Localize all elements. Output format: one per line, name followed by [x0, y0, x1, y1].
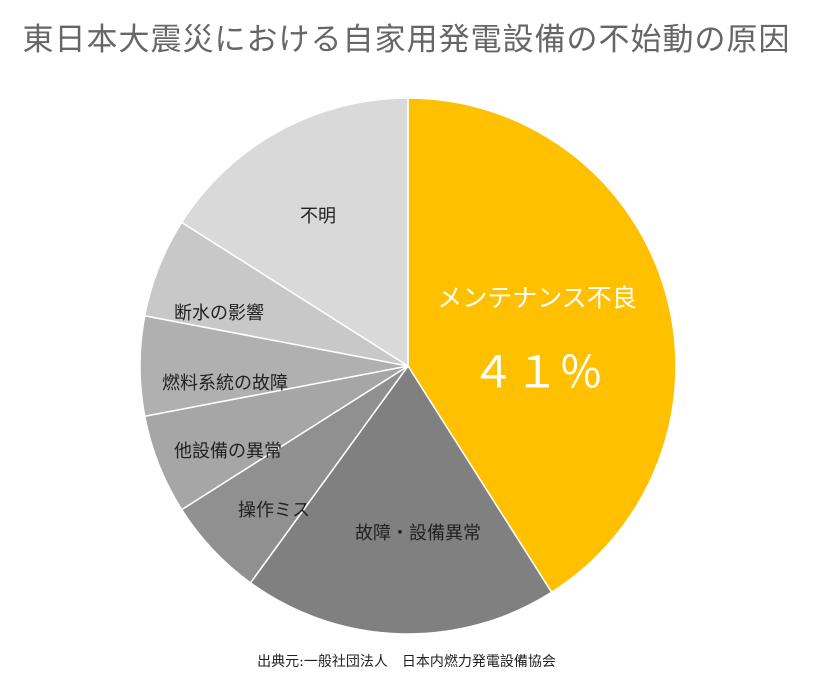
slice-label-6: 断水の影響 [174, 303, 264, 324]
slice-label-4: 他設備の異常 [174, 441, 282, 462]
slice-label-5: 燃料系統の故障 [162, 373, 288, 394]
slice-label-7: 不明 [300, 206, 336, 227]
slice-label-1: メンテナンス不良 [437, 284, 637, 313]
source-credit: 出典元:一般社団法人 日本内燃力発電設備協会 [257, 654, 556, 670]
pie-slice-2 [249, 364, 553, 635]
slice-label-3: 操作ミス [238, 500, 310, 521]
chart-title: 東日本大震災における自家用発電設備の不始動の原因 [22, 22, 791, 58]
pie-slice-1 [407, 97, 677, 594]
pie-slice-7 [180, 97, 409, 368]
slice-label-2: 故障・設備異常 [355, 523, 481, 544]
slice-value-label-1: ４１％ [471, 348, 603, 399]
